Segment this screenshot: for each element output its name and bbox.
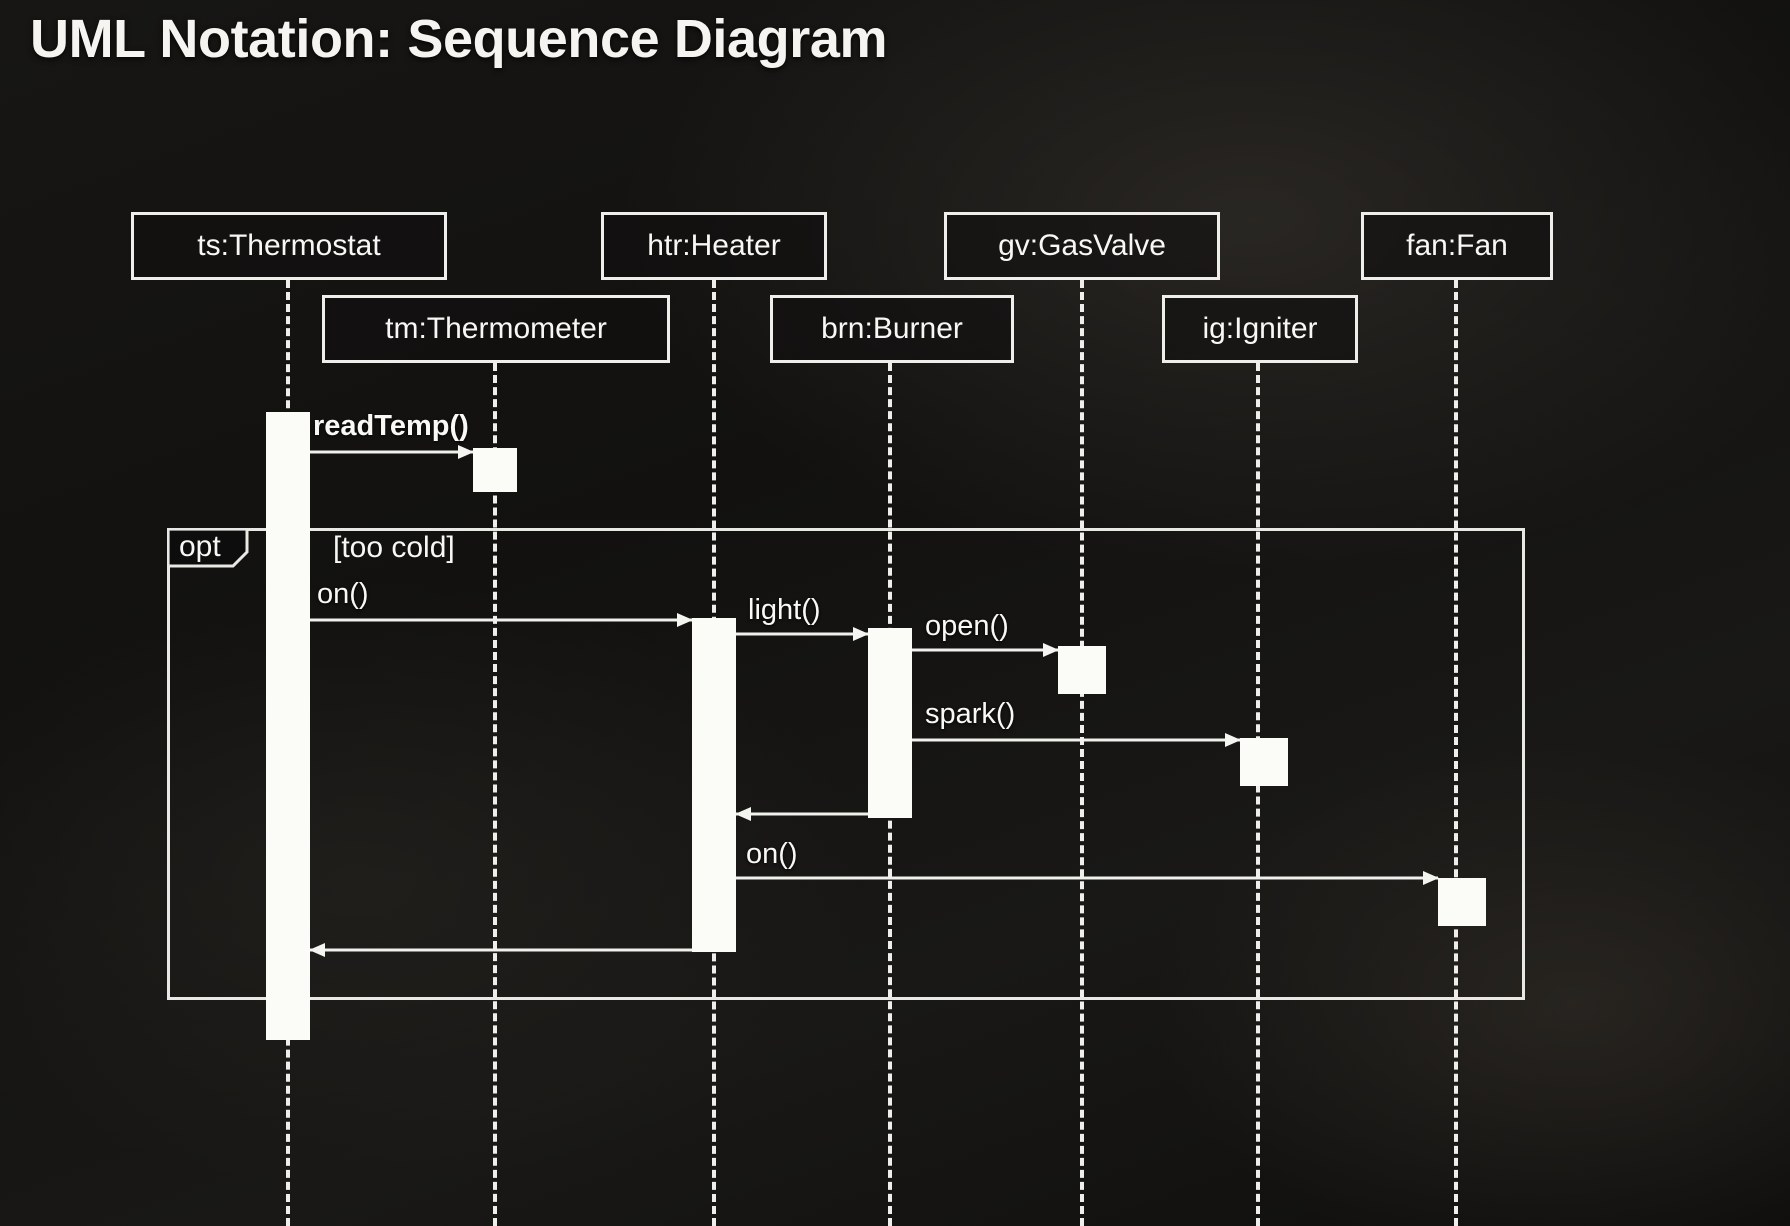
fragment-frame [167,528,1525,1000]
object-box-ts[interactable]: ts:Thermostat [131,212,447,280]
lifeline-fan [1454,280,1458,1226]
lifeline-ig [1256,363,1260,1226]
object-label-gv: gv:GasValve [998,229,1166,262]
message-label-m3: light() [748,594,821,626]
lifeline-gv [1080,280,1084,1226]
object-box-brn[interactable]: brn:Burner [770,295,1014,363]
lifeline-tm [493,363,497,1226]
object-label-tm: tm:Thermometer [385,312,607,345]
activation-bar-ts [266,412,310,1040]
object-box-htr[interactable]: htr:Heater [601,212,827,280]
object-label-htr: htr:Heater [647,229,781,262]
message-label-m2: on() [317,578,369,610]
message-label-m7: on() [746,838,798,870]
activation-bar-htr [692,618,736,952]
activation-bar-brn [868,628,912,818]
page-title: UML Notation: Sequence Diagram [30,9,888,69]
object-box-ig[interactable]: ig:Igniter [1162,295,1358,363]
message-label-m5: spark() [925,698,1016,730]
fragment-operator-tab [167,528,249,568]
activation-bar-ig [1240,738,1288,786]
message-label-m4: open() [925,610,1009,642]
activation-bar-fan [1438,878,1486,926]
object-box-fan[interactable]: fan:Fan [1361,212,1553,280]
activation-bar-tm [473,448,517,492]
object-box-tm[interactable]: tm:Thermometer [322,295,670,363]
fragment-guard-condition: [too cold] [333,531,455,564]
object-label-fan: fan:Fan [1406,229,1508,262]
activation-bar-gv [1058,646,1106,694]
object-label-ts: ts:Thermostat [197,229,381,262]
object-label-ig: ig:Igniter [1202,312,1318,345]
message-label-m1: readTemp() [313,410,469,442]
object-label-brn: brn:Burner [821,312,963,345]
object-box-gv[interactable]: gv:GasValve [944,212,1220,280]
fragment-operator-label: opt [179,530,221,563]
